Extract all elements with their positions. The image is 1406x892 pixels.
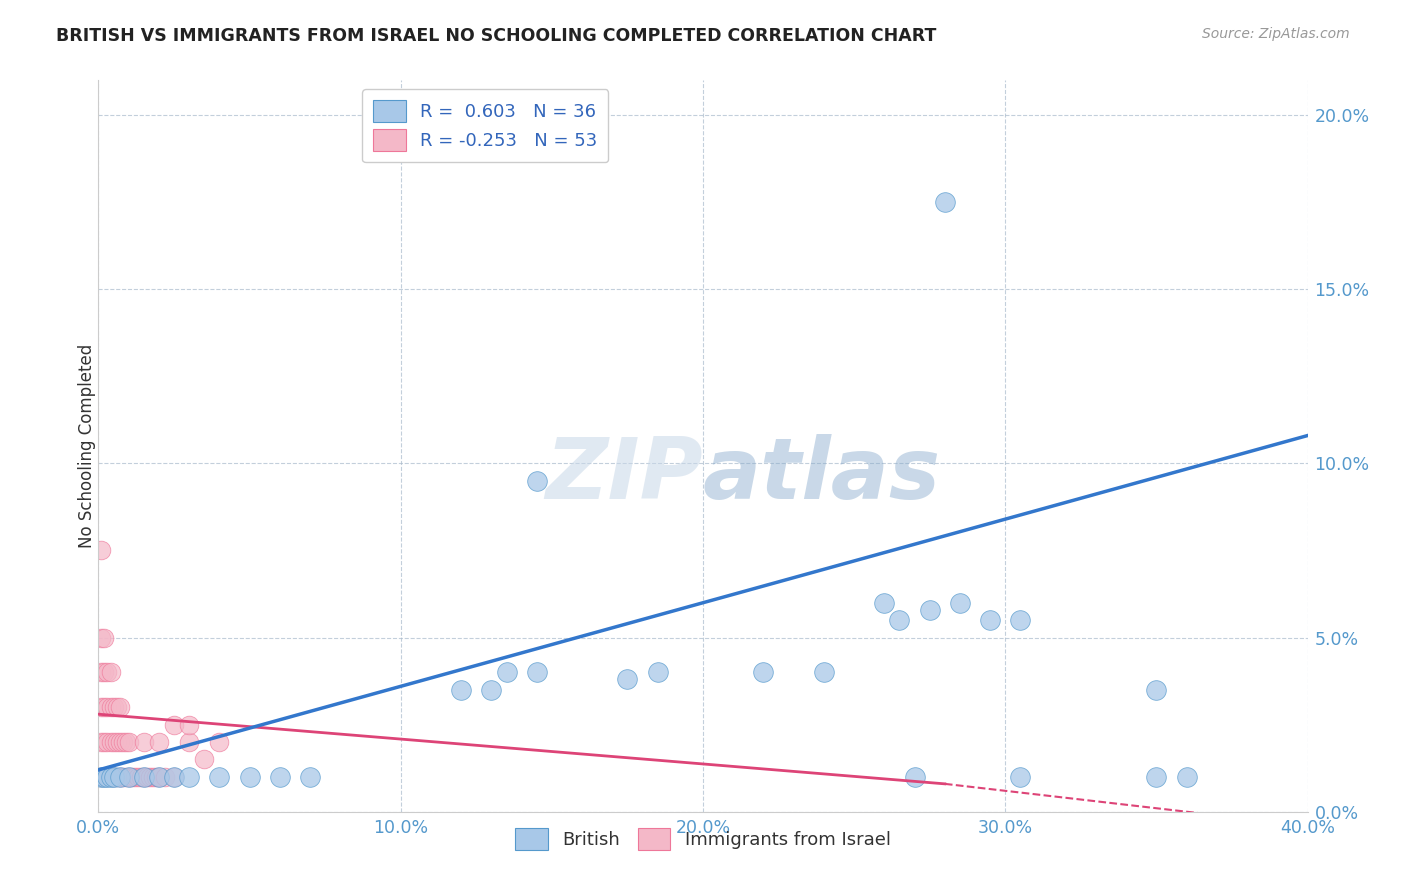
Point xyxy=(1144,682,1167,697)
Point xyxy=(103,770,125,784)
Point xyxy=(105,735,128,749)
Point xyxy=(108,770,131,784)
Point xyxy=(1010,613,1032,627)
Point xyxy=(100,770,122,784)
Point xyxy=(118,735,141,749)
Point xyxy=(752,665,775,680)
Point xyxy=(239,770,262,784)
Point xyxy=(96,735,118,749)
Point xyxy=(148,770,170,784)
Point xyxy=(495,665,517,680)
Point xyxy=(100,700,122,714)
Point xyxy=(111,770,134,784)
Point xyxy=(108,735,131,749)
Point xyxy=(208,735,231,749)
Point xyxy=(90,770,112,784)
Point xyxy=(647,665,669,680)
Text: Source: ZipAtlas.com: Source: ZipAtlas.com xyxy=(1202,27,1350,41)
Text: atlas: atlas xyxy=(703,434,941,516)
Point xyxy=(193,752,215,766)
Point xyxy=(1175,770,1198,784)
Point xyxy=(889,613,911,627)
Point xyxy=(132,735,155,749)
Point xyxy=(163,770,186,784)
Point xyxy=(96,770,118,784)
Point xyxy=(949,596,972,610)
Point xyxy=(1144,770,1167,784)
Point xyxy=(139,770,162,784)
Point xyxy=(145,770,167,784)
Point xyxy=(103,735,125,749)
Point xyxy=(153,770,176,784)
Point xyxy=(121,770,143,784)
Point xyxy=(450,682,472,697)
Point xyxy=(93,631,115,645)
Point xyxy=(135,770,157,784)
Point xyxy=(108,770,131,784)
Point xyxy=(163,770,186,784)
Point xyxy=(100,770,122,784)
Point xyxy=(132,770,155,784)
Point xyxy=(129,770,152,784)
Point xyxy=(96,770,118,784)
Point xyxy=(934,195,956,210)
Point xyxy=(873,596,896,610)
Point xyxy=(179,735,201,749)
Point xyxy=(90,543,112,558)
Text: BRITISH VS IMMIGRANTS FROM ISRAEL NO SCHOOLING COMPLETED CORRELATION CHART: BRITISH VS IMMIGRANTS FROM ISRAEL NO SCH… xyxy=(56,27,936,45)
Point xyxy=(93,700,115,714)
Point xyxy=(208,770,231,784)
Point xyxy=(142,770,165,784)
Point xyxy=(111,735,134,749)
Point xyxy=(616,673,638,687)
Point xyxy=(179,717,201,731)
Point xyxy=(526,665,548,680)
Point xyxy=(127,770,149,784)
Point xyxy=(93,735,115,749)
Y-axis label: No Schooling Completed: No Schooling Completed xyxy=(79,344,96,548)
Point xyxy=(90,700,112,714)
Point xyxy=(813,665,835,680)
Point xyxy=(918,603,941,617)
Point xyxy=(179,770,201,784)
Text: ZIP: ZIP xyxy=(546,434,703,516)
Point xyxy=(105,770,128,784)
Point xyxy=(114,735,136,749)
Point xyxy=(90,770,112,784)
Legend: British, Immigrants from Israel: British, Immigrants from Israel xyxy=(508,821,898,857)
Point xyxy=(93,770,115,784)
Point xyxy=(904,770,927,784)
Point xyxy=(118,770,141,784)
Point xyxy=(93,770,115,784)
Point xyxy=(100,735,122,749)
Point xyxy=(103,700,125,714)
Point xyxy=(105,700,128,714)
Point xyxy=(93,665,115,680)
Point xyxy=(481,682,503,697)
Point xyxy=(163,717,186,731)
Point xyxy=(96,665,118,680)
Point xyxy=(299,770,322,784)
Point xyxy=(526,474,548,488)
Point xyxy=(132,770,155,784)
Point xyxy=(96,700,118,714)
Point xyxy=(118,770,141,784)
Point xyxy=(114,770,136,784)
Point xyxy=(100,665,122,680)
Point xyxy=(90,735,112,749)
Point xyxy=(108,700,131,714)
Point xyxy=(90,665,112,680)
Point xyxy=(90,631,112,645)
Point xyxy=(1010,770,1032,784)
Point xyxy=(103,770,125,784)
Point xyxy=(124,770,146,784)
Point xyxy=(979,613,1001,627)
Point xyxy=(148,735,170,749)
Point xyxy=(269,770,291,784)
Point xyxy=(148,770,170,784)
